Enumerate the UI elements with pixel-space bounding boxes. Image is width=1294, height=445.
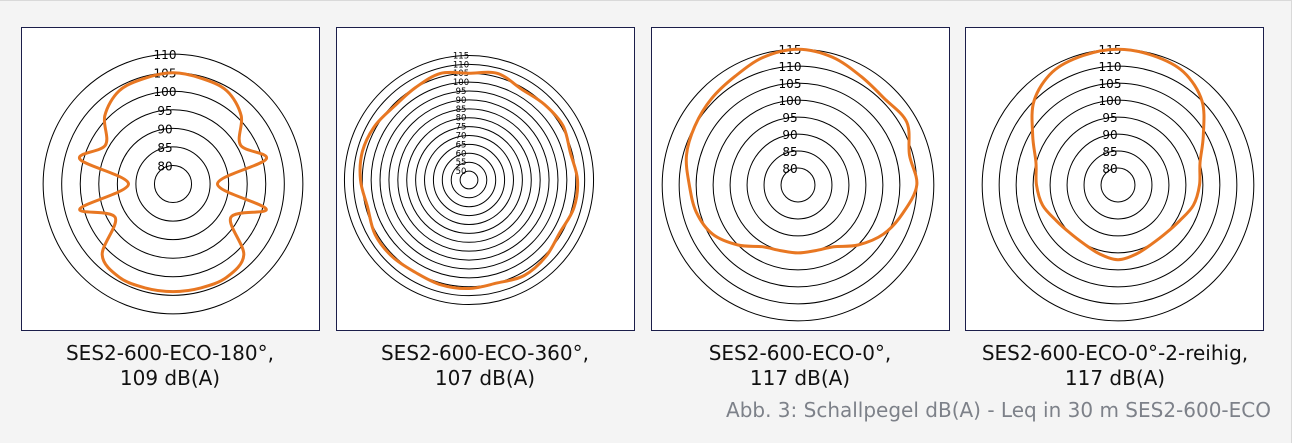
ring-label-55: 55 bbox=[456, 158, 467, 168]
sound-level-curve bbox=[358, 70, 580, 291]
ring-95 bbox=[729, 116, 867, 254]
sound-level-curve bbox=[78, 71, 268, 294]
ring-95 bbox=[98, 109, 248, 259]
ring-label-95: 95 bbox=[456, 87, 467, 97]
ring-label-90: 90 bbox=[456, 96, 467, 106]
polar-chart-panel-2: 50 55 60 65 70 75 80 85 90 95 100 105 110 115 bbox=[336, 27, 635, 331]
ring-label-100: 100 bbox=[779, 94, 802, 108]
ring-90 bbox=[1066, 133, 1170, 237]
ring-80 bbox=[1100, 167, 1136, 203]
ring-label-115: 115 bbox=[453, 51, 469, 61]
chart-caption-4: SES2-600-ECO-0°-2-reihig, 117 dB(A) bbox=[955, 341, 1275, 391]
ring-label-90: 90 bbox=[782, 128, 797, 142]
ring-label-100: 100 bbox=[1099, 94, 1122, 108]
ring-label-110: 110 bbox=[453, 60, 469, 70]
ring-label-85: 85 bbox=[782, 145, 797, 159]
figure-caption: Abb. 3: Schallpegel dB(A) - Leq in 30 m … bbox=[726, 398, 1271, 422]
ring-100 bbox=[712, 99, 884, 271]
chart-caption-2-line2: 107 dB(A) bbox=[434, 366, 536, 390]
ring-75 bbox=[415, 126, 523, 234]
ring-100 bbox=[79, 90, 267, 278]
polar-chart-panel-4: 80 85 90 95 100 105 110 115 bbox=[965, 27, 1264, 331]
chart-caption-2-line1: SES2-600-ECO-360°, bbox=[380, 341, 589, 365]
chart-caption-3: SES2-600-ECO-0°, 117 dB(A) bbox=[640, 341, 960, 391]
ring-label-50: 50 bbox=[456, 167, 467, 177]
ring-label-80: 80 bbox=[1102, 162, 1117, 176]
ring-label-80: 80 bbox=[782, 162, 797, 176]
chart-caption-4-line2: 117 dB(A) bbox=[1064, 366, 1166, 390]
ring-80 bbox=[153, 164, 193, 204]
ring-85 bbox=[397, 108, 541, 252]
ring-label-105: 105 bbox=[779, 77, 802, 91]
ring-95 bbox=[1049, 116, 1187, 254]
ring-90 bbox=[116, 127, 230, 241]
sound-level-curve bbox=[684, 47, 919, 255]
ring-label-65: 65 bbox=[456, 140, 467, 150]
ring-105 bbox=[61, 72, 285, 296]
ring-label-95: 95 bbox=[1102, 111, 1117, 125]
ring-label-100: 100 bbox=[154, 85, 177, 99]
chart-caption-4-line1: SES2-600-ECO-0°-2-reihig, bbox=[981, 341, 1249, 365]
ring-90 bbox=[388, 99, 550, 261]
ring-80 bbox=[780, 167, 816, 203]
ring-label-85: 85 bbox=[1102, 145, 1117, 159]
ring-label-60: 60 bbox=[456, 149, 467, 159]
ring-50 bbox=[459, 170, 479, 190]
chart-caption-3-line1: SES2-600-ECO-0°, bbox=[708, 341, 892, 365]
chart-caption-1-line2: 109 dB(A) bbox=[119, 366, 221, 390]
chart-caption-3-line2: 117 dB(A) bbox=[749, 366, 851, 390]
ring-85 bbox=[135, 146, 211, 222]
polar-chart-panel-1: 80 85 90 95 100 105 110 bbox=[21, 27, 320, 331]
ring-label-105: 105 bbox=[1099, 77, 1122, 91]
ring-label-80: 80 bbox=[456, 114, 467, 124]
ring-label-100: 100 bbox=[453, 78, 469, 88]
ring-label-70: 70 bbox=[456, 132, 467, 142]
ring-105 bbox=[1015, 82, 1221, 288]
ring-label-75: 75 bbox=[456, 123, 467, 133]
ring-label-110: 110 bbox=[1099, 60, 1122, 74]
ring-70 bbox=[424, 135, 514, 225]
ring-60 bbox=[441, 152, 497, 208]
ring-label-95: 95 bbox=[157, 104, 172, 118]
ring-65 bbox=[432, 143, 506, 217]
ring-label-85: 85 bbox=[456, 105, 467, 115]
ring-label-110: 110 bbox=[154, 48, 177, 62]
ring-55 bbox=[450, 161, 488, 199]
ring-105 bbox=[695, 82, 901, 288]
ring-110 bbox=[352, 63, 586, 297]
chart-caption-1-line1: SES2-600-ECO-180°, bbox=[65, 341, 274, 365]
sound-level-curve bbox=[1030, 47, 1206, 262]
ring-100 bbox=[1032, 99, 1204, 271]
ring-90 bbox=[746, 133, 850, 237]
ring-95 bbox=[379, 90, 559, 270]
ring-85 bbox=[763, 150, 833, 220]
ring-85 bbox=[1083, 150, 1153, 220]
ring-110 bbox=[998, 65, 1238, 305]
ring-label-95: 95 bbox=[782, 111, 797, 125]
chart-caption-2: SES2-600-ECO-360°, 107 dB(A) bbox=[325, 341, 645, 391]
chart-caption-1: SES2-600-ECO-180°, 109 dB(A) bbox=[10, 341, 330, 391]
ring-label-90: 90 bbox=[1102, 128, 1117, 142]
polar-chart-panel-3: 80 85 90 95 100 105 110 115 bbox=[651, 27, 950, 331]
ring-label-80: 80 bbox=[157, 159, 172, 173]
ring-100 bbox=[370, 81, 568, 279]
ring-80 bbox=[406, 117, 532, 243]
ring-label-85: 85 bbox=[157, 141, 172, 155]
ring-label-90: 90 bbox=[157, 122, 172, 136]
ring-110 bbox=[42, 53, 304, 315]
ring-115 bbox=[343, 54, 595, 306]
ring-label-110: 110 bbox=[779, 60, 802, 74]
